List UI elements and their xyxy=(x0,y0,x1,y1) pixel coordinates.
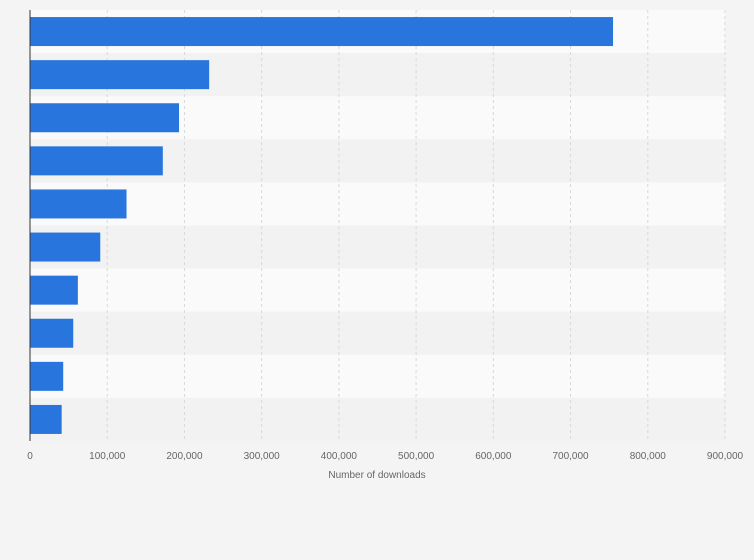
bar xyxy=(30,361,64,391)
bar xyxy=(30,232,101,262)
x-tick-label: 800,000 xyxy=(630,451,667,462)
x-tick-label: 600,000 xyxy=(475,451,512,462)
bars xyxy=(30,17,614,434)
x-axis-ticks: 0 100,000 200,000 300,000 400,000 500,000 600,… xyxy=(27,451,743,462)
bar xyxy=(30,189,127,219)
x-tick-label: 100,000 xyxy=(89,451,126,462)
bar xyxy=(30,103,180,133)
x-tick-label: 500,000 xyxy=(398,451,435,462)
bar xyxy=(30,17,614,47)
x-tick-label: 200,000 xyxy=(166,451,203,462)
row-band xyxy=(30,182,725,226)
bar xyxy=(30,318,74,348)
x-tick-label: 0 xyxy=(27,451,33,462)
row-bands xyxy=(30,10,725,441)
x-axis-title: Number of downloads xyxy=(328,470,425,481)
x-tick-label: 300,000 xyxy=(244,451,281,462)
x-tick-label: 900,000 xyxy=(707,451,744,462)
x-tick-label: 700,000 xyxy=(552,451,589,462)
row-band xyxy=(30,225,725,269)
row-band xyxy=(30,311,725,355)
row-band xyxy=(30,354,725,398)
bar xyxy=(30,275,78,305)
bar xyxy=(30,60,210,90)
row-band xyxy=(30,397,725,441)
bar xyxy=(30,146,163,176)
row-band xyxy=(30,268,725,312)
x-tick-label: 400,000 xyxy=(321,451,358,462)
bar xyxy=(30,404,62,434)
